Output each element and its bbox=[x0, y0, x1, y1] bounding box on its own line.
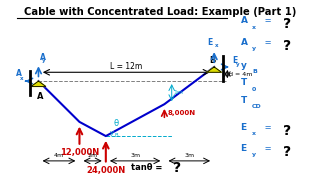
Text: y: y bbox=[252, 46, 256, 51]
Text: x: x bbox=[214, 43, 218, 48]
Text: CD: CD bbox=[252, 104, 262, 109]
Text: x: x bbox=[252, 131, 256, 136]
Text: x: x bbox=[20, 76, 24, 81]
Text: θ: θ bbox=[113, 119, 118, 128]
Text: ?: ? bbox=[283, 145, 291, 159]
Text: A: A bbox=[37, 92, 43, 101]
Text: A: A bbox=[16, 69, 21, 78]
Text: B: B bbox=[115, 133, 118, 138]
Text: 12,000N: 12,000N bbox=[60, 148, 99, 158]
Text: B: B bbox=[252, 69, 257, 74]
Text: y: y bbox=[252, 152, 256, 157]
Text: =: = bbox=[262, 38, 275, 47]
Text: ?: ? bbox=[283, 124, 291, 138]
Polygon shape bbox=[207, 67, 221, 72]
Text: B: B bbox=[210, 56, 216, 65]
Text: E: E bbox=[241, 123, 247, 132]
Text: 3m: 3m bbox=[184, 153, 194, 158]
Text: tanθ =: tanθ = bbox=[131, 163, 165, 172]
Text: y: y bbox=[42, 58, 46, 63]
Text: y: y bbox=[236, 62, 239, 67]
Text: 1m: 1m bbox=[174, 90, 184, 95]
Text: E: E bbox=[207, 39, 213, 48]
Text: =: = bbox=[262, 16, 275, 25]
Text: T: T bbox=[241, 78, 247, 87]
Text: 8,000N: 8,000N bbox=[167, 110, 196, 116]
Text: y: y bbox=[110, 130, 114, 136]
Text: 4m: 4m bbox=[54, 153, 64, 158]
Text: 2m: 2m bbox=[88, 153, 98, 158]
Text: 0: 0 bbox=[252, 87, 257, 92]
Text: =: = bbox=[262, 144, 275, 153]
Text: T: T bbox=[241, 96, 247, 105]
Text: =: = bbox=[262, 123, 275, 132]
Text: E: E bbox=[241, 144, 247, 153]
Text: ?: ? bbox=[173, 161, 181, 175]
Polygon shape bbox=[31, 81, 46, 86]
Text: L = 12m: L = 12m bbox=[110, 62, 142, 71]
Text: 3m: 3m bbox=[130, 153, 140, 158]
Text: A: A bbox=[241, 16, 248, 25]
Text: x: x bbox=[252, 25, 256, 30]
Text: ?: ? bbox=[283, 17, 291, 32]
Text: ?: ? bbox=[283, 39, 291, 53]
Text: d = 4m: d = 4m bbox=[229, 72, 252, 76]
Text: A: A bbox=[40, 53, 45, 62]
Text: A: A bbox=[241, 38, 248, 47]
Text: Cable with Concentrated Load: Example (Part 1): Cable with Concentrated Load: Example (P… bbox=[24, 7, 296, 17]
Text: E: E bbox=[232, 56, 237, 65]
Text: y: y bbox=[241, 61, 246, 70]
Text: 24,000N: 24,000N bbox=[86, 166, 125, 175]
